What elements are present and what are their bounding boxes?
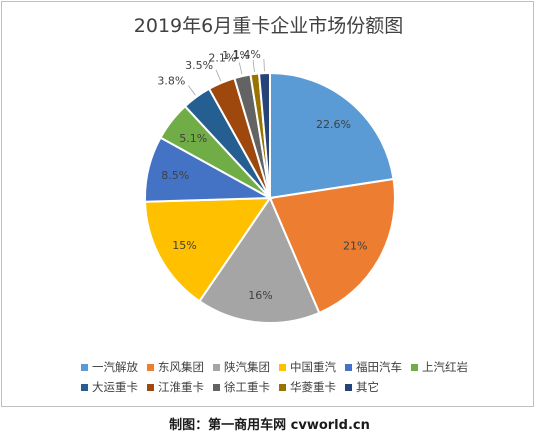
legend: 一汽解放 东风集团 陕汽集团 中国重汽 福田汽车 上汽红岩大运重卡 江淮重卡 徐工重卡 华菱重卡… [81, 357, 468, 397]
legend-label: 大运重卡 [92, 380, 138, 394]
data-label: 2.1% [208, 51, 236, 64]
legend-swatch [345, 383, 352, 391]
data-label: 3.5% [185, 59, 213, 72]
pie-slice [269, 71, 395, 200]
leader-line [252, 59, 255, 72]
leader-line [263, 59, 265, 72]
leader-line [215, 69, 222, 82]
data-label: 3.8% [157, 74, 185, 87]
legend-label: 上汽红岩 [422, 360, 468, 374]
legend-item: 一汽解放 [81, 359, 138, 375]
legend-item: 东风集团 [147, 359, 204, 375]
data-label: 21% [343, 239, 367, 252]
leader-line [238, 62, 243, 75]
legend-label: 其它 [356, 380, 379, 394]
legend-swatch [411, 363, 418, 371]
legend-item: 江淮重卡 [147, 379, 204, 395]
legend-item: 上汽红岩 [411, 359, 468, 375]
pie-chart: 22.6% 21% 16% 15% 8.5% 5.1% 3.8%3.5%2.1%1.1%1.… [144, 48, 396, 324]
legend-label: 江淮重卡 [158, 380, 204, 394]
legend-swatch [81, 363, 88, 371]
legend-row: 大运重卡 江淮重卡 徐工重卡 华菱重卡 其它 [81, 377, 461, 397]
source-caption: 制图：第一商用车网 cvworld.cn [169, 418, 370, 433]
legend-item: 大运重卡 [81, 379, 138, 395]
legend-item: 陕汽集团 [213, 359, 270, 375]
pie-slice [257, 71, 271, 199]
pie-slice [268, 177, 396, 315]
legend-swatch [147, 363, 154, 371]
data-label: 16% [248, 289, 272, 302]
pie-slice [198, 195, 321, 324]
legend-row: 一汽解放 东风集团 陕汽集团 中国重汽 福田汽车 上汽红岩 [81, 357, 468, 377]
legend-label: 一汽解放 [92, 360, 138, 374]
legend-item: 福田汽车 [345, 359, 402, 375]
data-label: 5.1% [179, 132, 207, 145]
legend-label: 东风集团 [158, 360, 204, 374]
legend-label: 徐工重卡 [224, 380, 270, 394]
chart-title: 2019年6月重卡企业市场份额图 [133, 15, 404, 37]
data-label: 1.4% [233, 48, 261, 61]
legend-swatch [81, 383, 88, 391]
pie-slice [144, 196, 272, 303]
legend-swatch [279, 383, 286, 391]
leader-line [188, 85, 196, 96]
data-label: 15% [172, 239, 196, 252]
data-label: 8.5% [161, 169, 189, 182]
legend-item: 徐工重卡 [213, 379, 270, 395]
legend-label: 中国重汽 [290, 360, 336, 374]
legend-item: 中国重汽 [279, 359, 336, 375]
legend-swatch [213, 363, 220, 371]
legend-label: 华菱重卡 [290, 380, 336, 394]
legend-item: 其它 [345, 379, 379, 395]
chart-frame: 2019年6月重卡企业市场份额图 22.6% 21% 16% 15% 8.5% 5.1% 3… [1, 1, 534, 407]
data-label: 22.6% [316, 118, 351, 131]
legend-swatch [279, 363, 286, 371]
legend-item: 华菱重卡 [279, 379, 336, 395]
data-label: 1.1% [222, 49, 250, 62]
legend-label: 福田汽车 [356, 360, 402, 374]
legend-swatch [213, 383, 220, 391]
legend-swatch [147, 383, 154, 391]
legend-swatch [345, 363, 352, 371]
legend-label: 陕汽集团 [224, 360, 270, 374]
